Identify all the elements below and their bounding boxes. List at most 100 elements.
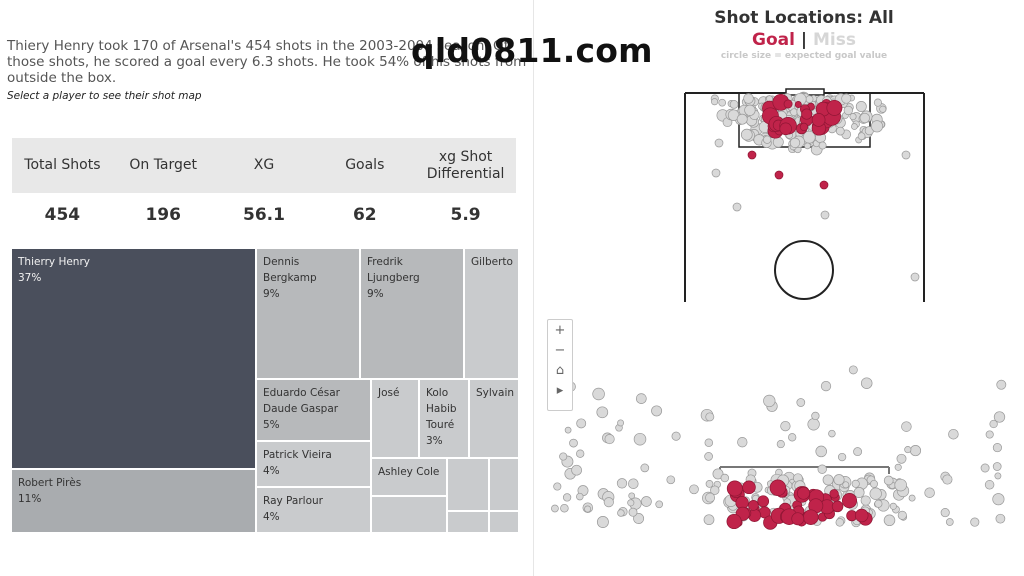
shot-miss-dot[interactable] (736, 113, 748, 125)
shot-miss-dot[interactable] (874, 499, 883, 508)
shot-goal-dot[interactable] (779, 122, 792, 136)
shot-goal-dot[interactable] (774, 170, 784, 180)
shot-miss-dot[interactable] (628, 478, 639, 489)
shot-miss-dot[interactable] (617, 509, 625, 517)
shot-miss-dot[interactable] (789, 137, 801, 148)
shot-miss-dot[interactable] (628, 492, 636, 500)
shot-miss-dot[interactable] (910, 272, 920, 282)
shot-miss-dot[interactable] (711, 98, 719, 106)
shot-miss-dot[interactable] (772, 136, 784, 148)
shot-miss-dot[interactable] (651, 405, 663, 417)
shot-miss-dot[interactable] (985, 430, 994, 439)
shot-miss-dot[interactable] (853, 447, 863, 457)
shot-goal-dot[interactable] (854, 508, 869, 523)
shot-miss-dot[interactable] (817, 464, 827, 474)
shot-miss-dot[interactable] (841, 93, 852, 104)
shot-goal-dot[interactable] (726, 513, 742, 530)
shot-miss-dot[interactable] (835, 518, 845, 527)
shot-miss-dot[interactable] (901, 150, 911, 160)
shot-miss-dot[interactable] (909, 445, 922, 457)
shot-miss-dot[interactable] (879, 105, 887, 113)
shot-miss-dot[interactable] (704, 438, 714, 448)
shot-miss-dot[interactable] (843, 105, 853, 116)
shot-miss-dot[interactable] (576, 492, 584, 501)
shot-miss-dot[interactable] (945, 518, 954, 526)
shot-miss-dot[interactable] (980, 463, 990, 473)
shot-miss-dot[interactable] (705, 480, 714, 488)
shot-miss-dot[interactable] (571, 464, 582, 476)
shot-miss-dot[interactable] (924, 487, 935, 498)
shot-goal-dot[interactable] (783, 99, 793, 109)
shot-miss-dot[interactable] (780, 420, 791, 432)
shot-goal-dot[interactable] (794, 101, 802, 108)
shot-miss-dot[interactable] (576, 449, 585, 458)
shot-miss-dot[interactable] (704, 452, 713, 461)
shot-miss-dot[interactable] (883, 514, 896, 527)
shot-miss-dot[interactable] (828, 429, 836, 438)
shot-miss-dot[interactable] (604, 434, 615, 445)
shot-miss-dot[interactable] (551, 504, 559, 513)
shot-goal-dot[interactable] (726, 480, 743, 497)
legend-miss[interactable]: Miss (813, 30, 856, 50)
shot-miss-dot[interactable] (815, 445, 827, 458)
shot-miss-dot[interactable] (908, 494, 916, 502)
shot-goal-dot[interactable] (742, 480, 756, 495)
shot-miss-dot[interactable] (994, 472, 1002, 480)
shot-miss-dot[interactable] (603, 497, 614, 508)
shot-goal-dot[interactable] (757, 495, 770, 508)
shot-miss-dot[interactable] (744, 104, 756, 116)
shot-miss-dot[interactable] (989, 419, 998, 429)
treemap-tile-robert-pires[interactable]: Robert Pirès 11% (11, 469, 256, 533)
shot-miss-dot[interactable] (820, 380, 832, 392)
treemap-tile-ray-parlour[interactable]: Ray Parlour 4% (256, 487, 371, 533)
shot-miss-dot[interactable] (763, 394, 776, 408)
shot-miss-dot[interactable] (711, 168, 721, 178)
shot-goal-dot[interactable] (797, 486, 810, 500)
shot-miss-dot[interactable] (671, 431, 681, 441)
shot-miss-dot[interactable] (737, 437, 748, 448)
shot-miss-dot[interactable] (993, 411, 1006, 423)
shot-goal-dot[interactable] (803, 509, 819, 525)
shot-miss-dot[interactable] (869, 487, 882, 500)
home-icon[interactable]: ⌂ (555, 362, 565, 378)
shot-miss-dot[interactable] (712, 468, 724, 480)
shot-miss-dot[interactable] (560, 503, 569, 513)
shot-miss-dot[interactable] (842, 481, 850, 489)
shot-miss-dot[interactable] (853, 487, 865, 498)
shot-miss-dot[interactable] (718, 98, 727, 107)
shot-miss-dot[interactable] (984, 480, 995, 490)
pan-play-icon[interactable]: ▸ (556, 382, 564, 398)
shot-miss-dot[interactable] (818, 141, 827, 150)
shot-miss-dot[interactable] (592, 387, 605, 401)
treemap-tile-unlabeled-2[interactable] (489, 458, 519, 511)
shot-miss-dot[interactable] (553, 482, 562, 491)
shot-goal-dot[interactable] (791, 512, 805, 526)
shot-goal-dot[interactable] (769, 479, 787, 497)
shot-goal-dot[interactable] (819, 180, 829, 190)
shot-miss-dot[interactable] (855, 101, 867, 112)
shot-miss-dot[interactable] (763, 135, 772, 144)
shot-miss-dot[interactable] (870, 479, 878, 488)
shot-miss-dot[interactable] (811, 411, 820, 421)
shot-miss-dot[interactable] (851, 123, 858, 130)
treemap-tile-jose[interactable]: José (371, 379, 419, 458)
shot-miss-dot[interactable] (851, 479, 860, 488)
shot-miss-dot[interactable] (596, 516, 609, 528)
shot-miss-dot[interactable] (584, 505, 592, 513)
legend-goal[interactable]: Goal (752, 30, 795, 50)
shot-goal-dot[interactable] (829, 489, 839, 499)
shot-miss-dot[interactable] (743, 93, 754, 104)
shot-miss-dot[interactable] (569, 438, 578, 448)
shot-miss-dot[interactable] (896, 453, 907, 464)
treemap-tile-fredrik-ljungberg[interactable]: Fredrik Ljungberg 9% (360, 248, 464, 379)
shot-miss-dot[interactable] (627, 499, 635, 507)
shot-miss-dot[interactable] (705, 412, 715, 422)
treemap-tile-unlabeled-5[interactable] (489, 511, 519, 533)
shot-miss-dot[interactable] (820, 210, 830, 220)
shot-miss-dot[interactable] (564, 426, 572, 434)
shot-miss-dot[interactable] (940, 508, 950, 518)
shot-miss-dot[interactable] (805, 95, 814, 104)
shot-miss-dot[interactable] (996, 379, 1007, 390)
shot-miss-dot[interactable] (788, 433, 797, 442)
shot-miss-dot[interactable] (635, 393, 647, 404)
